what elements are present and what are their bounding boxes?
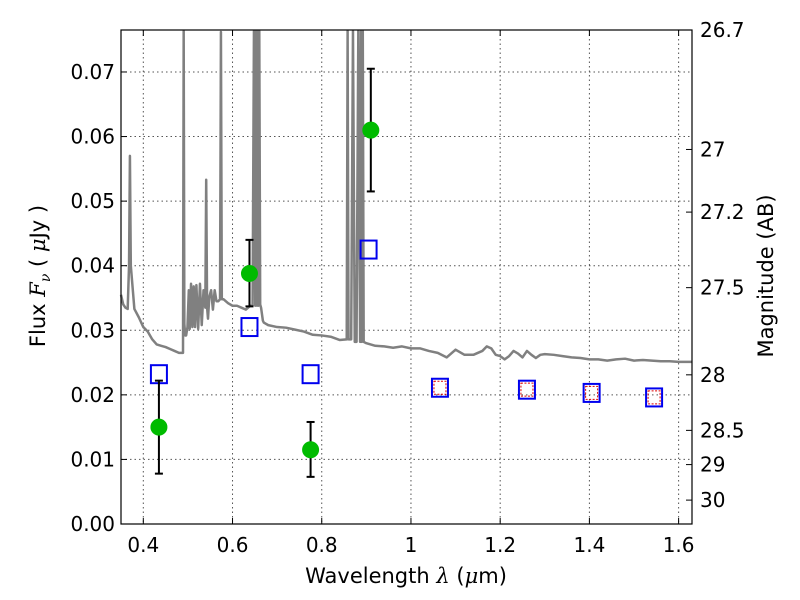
model-square-1 — [240, 317, 259, 338]
y-tick-label-1: 0.01 — [70, 447, 115, 471]
y-axis-label-symbol-sub: ν — [38, 273, 54, 282]
y-tick-label-7: 0.07 — [70, 60, 115, 84]
y-axis-label-unit-suffix: Jy ) — [26, 205, 50, 241]
y-axis-label: Flux Fν ( μJy ) — [26, 205, 55, 347]
x-axis-label-symbol: λ — [435, 564, 449, 588]
axes-layer — [120, 29, 693, 525]
x-axis-label-unit-suffix: m) — [478, 564, 507, 588]
x-axis-label-unit-symbol: μ — [465, 564, 479, 588]
y-tick-label-6: 0.06 — [70, 125, 115, 149]
x-tick-label-4: 1.2 — [484, 533, 516, 557]
model-square-7 — [645, 387, 664, 408]
x-tick-label-2: 0.8 — [306, 533, 338, 557]
observed-point-3 — [362, 121, 380, 139]
observed-point-2 — [302, 441, 320, 459]
model-square-inner-4 — [433, 380, 447, 395]
spectrum-layer — [119, 29, 692, 364]
model-square-2 — [301, 364, 320, 385]
model-square-inner-5 — [520, 382, 534, 397]
observed-point-0 — [150, 418, 168, 436]
y2-tick-label-2: 27.2 — [700, 200, 745, 224]
spectrum-line — [119, 29, 692, 364]
y-tick-label-3: 0.03 — [70, 318, 115, 342]
marker-layer — [149, 67, 664, 478]
y-axis-label-unit-symbol: μ — [26, 238, 50, 252]
y2-axis-label: Magnitude (AB) — [754, 194, 778, 357]
model-square-inner-7 — [647, 390, 661, 405]
model-square-5 — [517, 379, 536, 400]
tick-layer: 0.4 0.6 0.8 1 1.2 1.4 1.6 0.00 0.01 0.02 0.03 0.04 0… — [70, 18, 744, 557]
y-tick-label-0: 0.00 — [70, 512, 115, 536]
model-square-inner-6 — [585, 385, 599, 400]
y-axis-label-prefix: Flux — [26, 303, 50, 347]
y2-tick-label-7: 30 — [700, 488, 725, 512]
model-square-4 — [430, 377, 449, 398]
x-tick-label-0: 0.4 — [127, 533, 159, 557]
y2-tick-label-0: 26.7 — [700, 18, 745, 42]
model-square-3 — [359, 239, 378, 260]
x-tick-label-3: 1 — [405, 533, 418, 557]
y-tick-label-5: 0.05 — [70, 189, 115, 213]
x-axis-label-prefix: Wavelength — [305, 564, 430, 588]
x-tick-label-6: 1.6 — [663, 533, 695, 557]
model-square-6 — [582, 382, 601, 403]
y2-tick-label-5: 28.5 — [700, 418, 745, 442]
y2-tick-label-4: 28 — [700, 363, 725, 387]
x-tick-label-5: 1.4 — [573, 533, 605, 557]
x-axis-label-open-paren: ( — [456, 564, 464, 588]
y2-tick-label-3: 27.5 — [700, 276, 745, 300]
y-axis-label-symbol: F — [26, 281, 50, 298]
plot-frame — [120, 29, 693, 525]
y2-tick-label-1: 27 — [700, 137, 725, 161]
y-tick-label-2: 0.02 — [70, 383, 115, 407]
y-axis-label-open-paren: ( — [26, 259, 50, 267]
y-tick-label-4: 0.04 — [70, 254, 115, 278]
y2-tick-label-6: 29 — [700, 453, 725, 477]
x-axis-label: Wavelength λ (μm) — [305, 564, 507, 588]
observed-point-1 — [240, 264, 258, 282]
x-tick-label-1: 0.6 — [217, 533, 249, 557]
